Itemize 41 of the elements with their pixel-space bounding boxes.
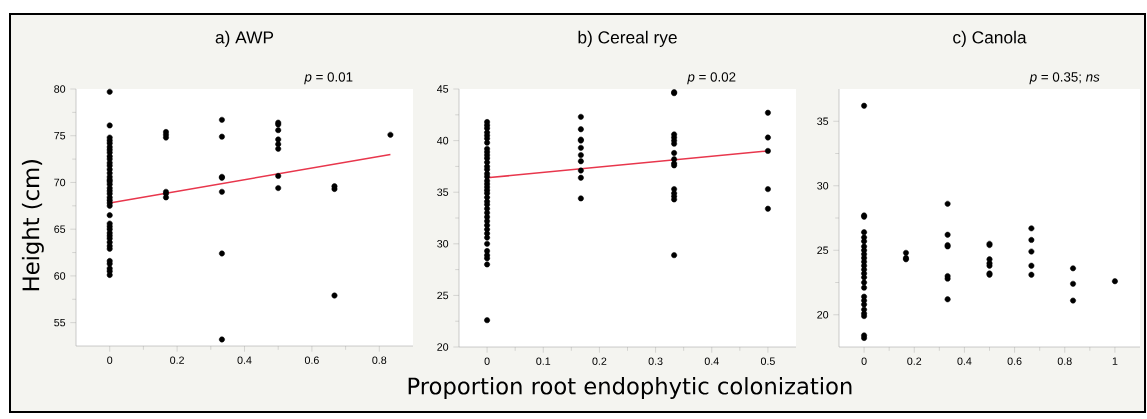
x-tick-label: 0.2 xyxy=(907,357,922,365)
text: p = 0.02 xyxy=(687,72,736,85)
y-tick-label: 35 xyxy=(437,188,449,196)
y-axis-title: Height (cm) xyxy=(21,159,44,291)
x-tick-label: 0.6 xyxy=(1007,357,1022,365)
x-tick-label: 0.3 xyxy=(648,357,663,365)
y-tick-label: 80 xyxy=(54,85,66,93)
y-tick-label: 55 xyxy=(54,318,66,327)
y-tick-label: 25 xyxy=(437,291,449,300)
x-tick-label: 0.2 xyxy=(592,357,607,365)
text: p = 0.01 xyxy=(304,72,353,85)
x-tick-label: 0.4 xyxy=(704,357,719,365)
y-tick-label: 60 xyxy=(54,272,66,280)
y-tick-label: 65 xyxy=(54,225,66,233)
x-tick-label: 0 xyxy=(861,357,867,365)
chart-title: a) AWP xyxy=(215,30,274,47)
x-tick-label: 0.8 xyxy=(372,356,387,364)
y-tick-label: 75 xyxy=(54,132,66,140)
x-tick-label: 0.6 xyxy=(304,356,319,364)
y-tick-label: 25 xyxy=(817,246,829,255)
chart-title: c) Canola xyxy=(953,30,1027,47)
x-tick-label: 0.2 xyxy=(170,356,184,364)
x-axis-title: Proportion root endophytic colonization xyxy=(408,377,852,399)
y-tick-label: 40 xyxy=(436,136,449,145)
y-tick-label: 30 xyxy=(817,181,829,190)
x-tick-label: 0.4 xyxy=(237,356,252,364)
x-tick-label: 0.5 xyxy=(760,357,775,365)
x-tick-label: 0.4 xyxy=(957,357,972,365)
x-tick-label: 0 xyxy=(484,357,490,365)
y-tick-label: 45 xyxy=(436,85,449,93)
y-tick-label: 20 xyxy=(817,310,829,319)
x-tick-label: 0 xyxy=(107,356,113,364)
chart-title: b) Cereal rye xyxy=(578,30,677,47)
y-tick-label: 20 xyxy=(437,343,449,351)
text: p = 0.35; ns xyxy=(1029,72,1100,85)
y-tick-label: 35 xyxy=(817,117,829,126)
x-tick-label: 0.1 xyxy=(536,357,551,365)
y-tick-label: 70 xyxy=(54,178,66,187)
y-tick-label: 30 xyxy=(437,240,449,248)
x-tick-label: 1 xyxy=(1112,357,1118,365)
x-tick-label: 0.8 xyxy=(1057,357,1072,365)
